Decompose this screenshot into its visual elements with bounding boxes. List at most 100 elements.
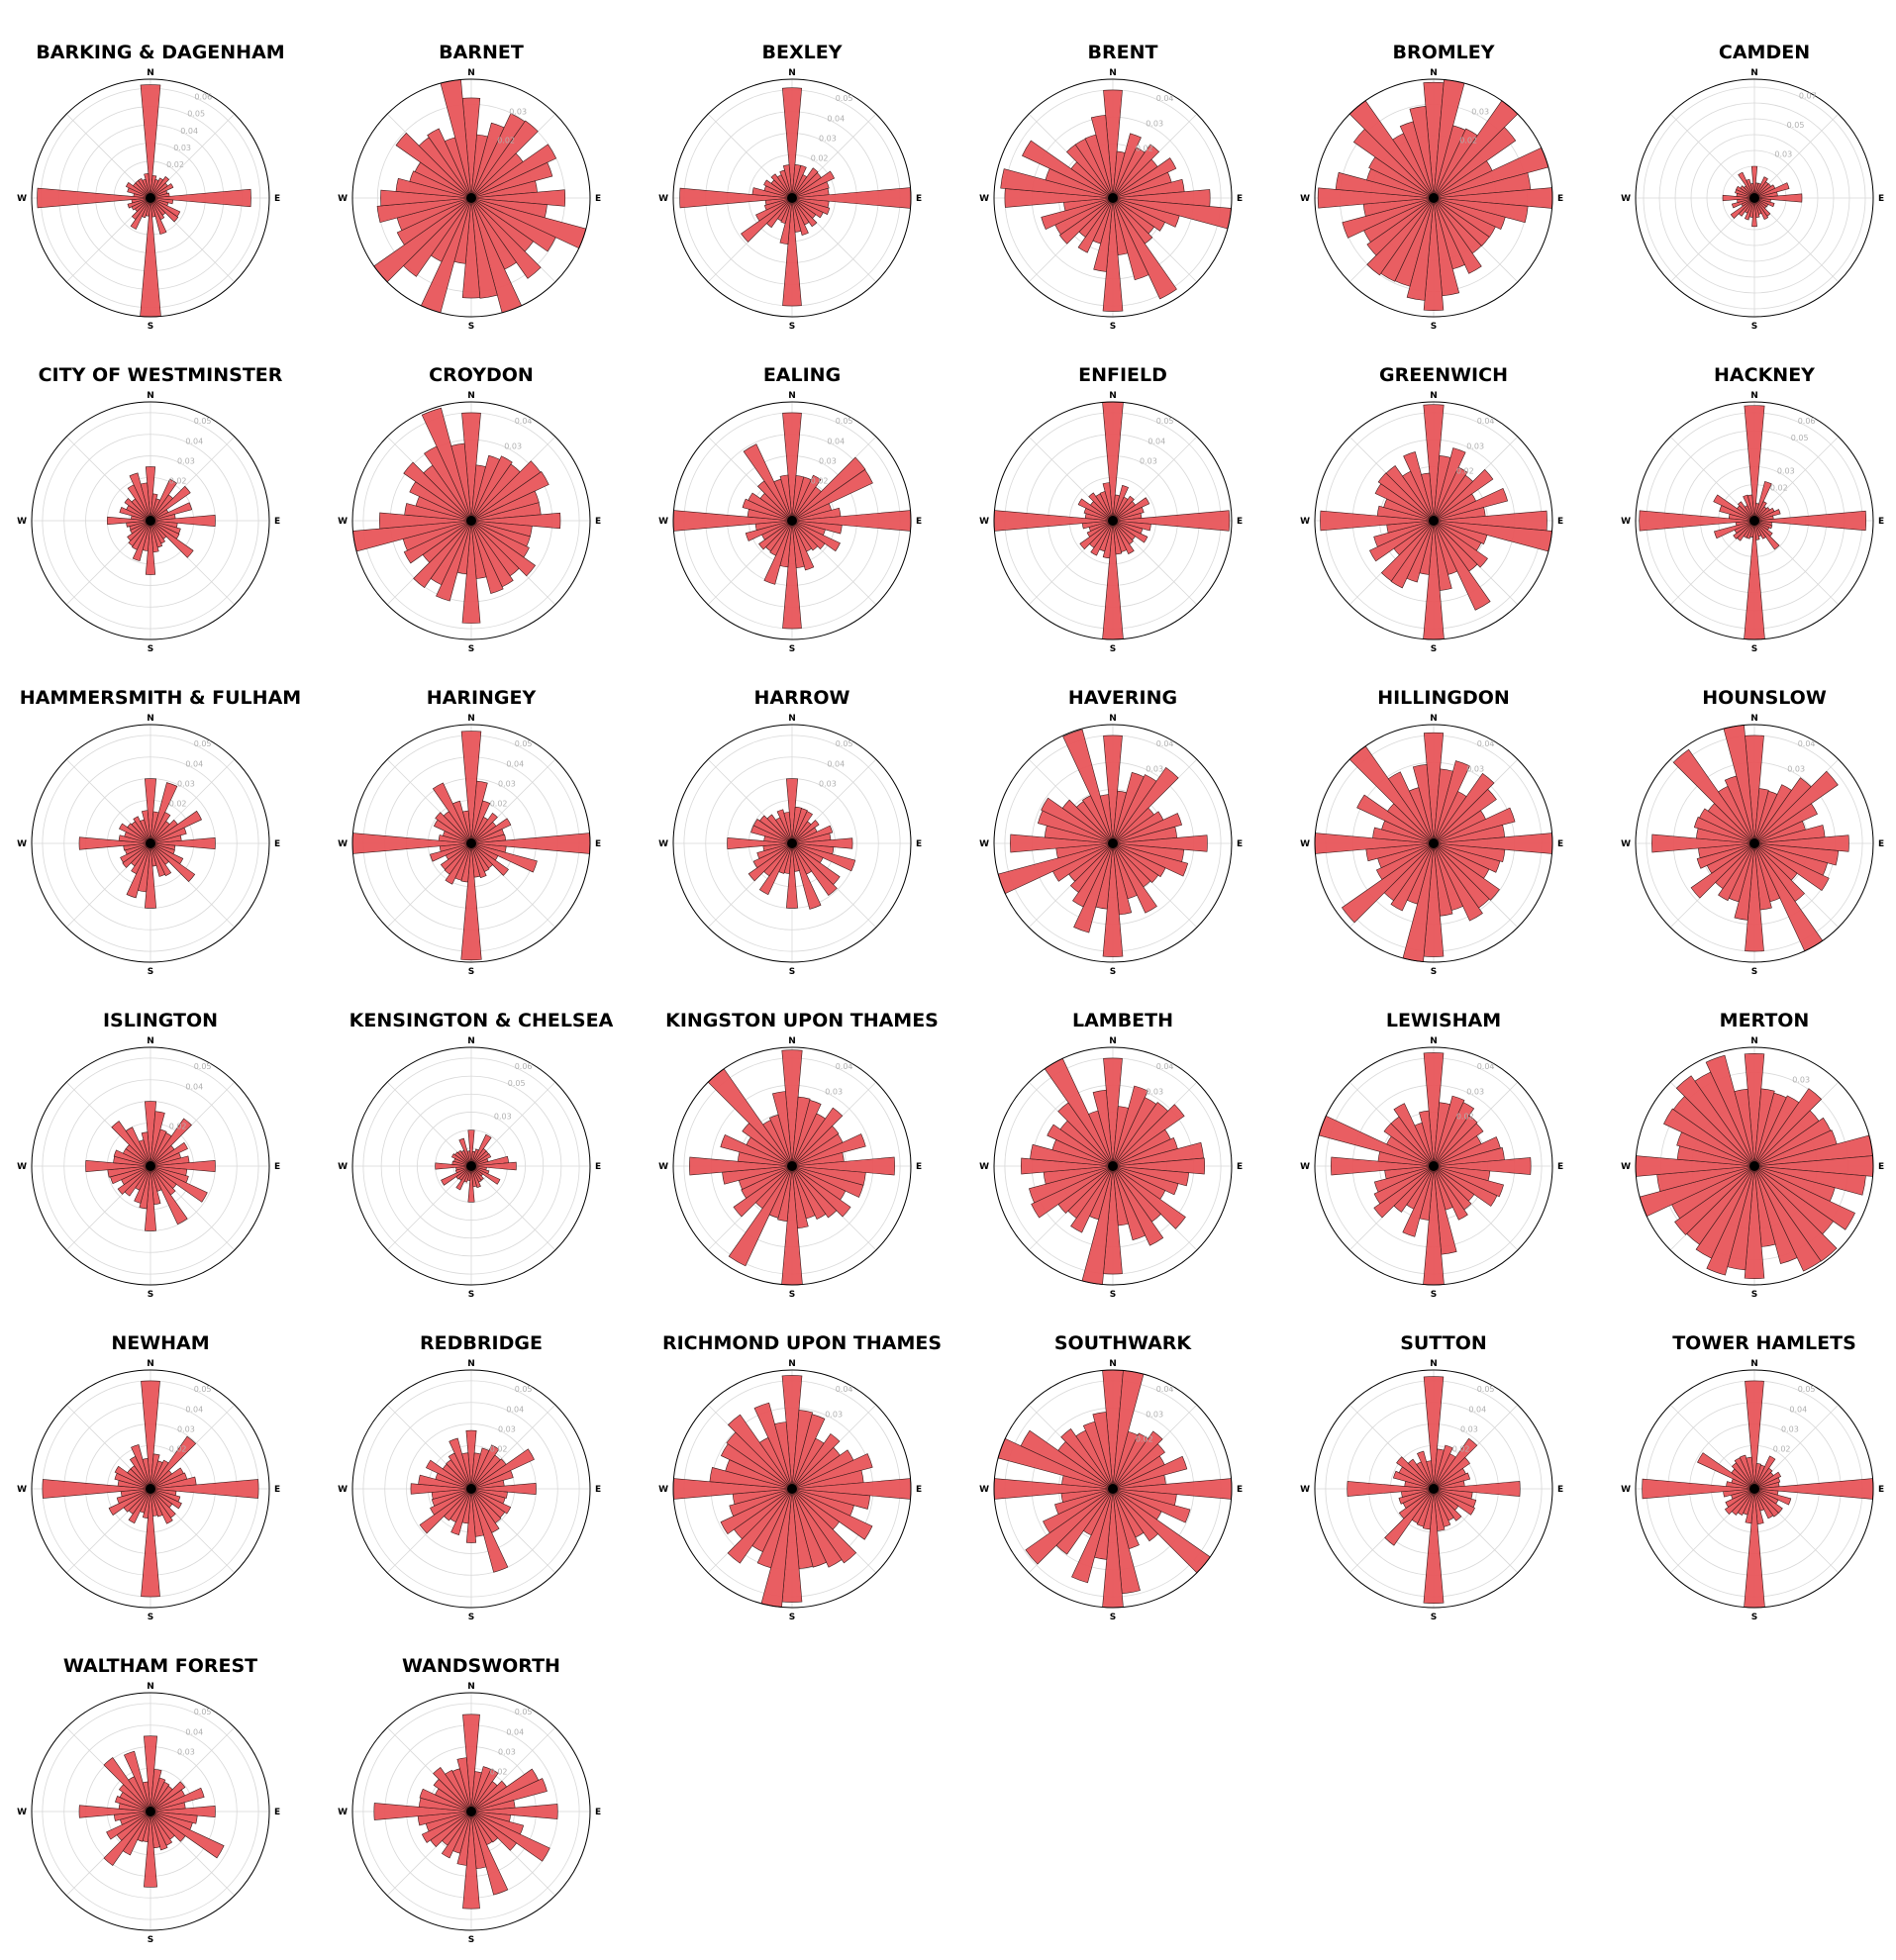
rose-plot: 0.02 0.03 0.04 0.05 N E S W	[338, 714, 601, 977]
panel-title: HAVERING	[1067, 687, 1178, 709]
outer-ring	[993, 78, 1233, 318]
direction-label: W	[17, 1485, 27, 1495]
outer-ring	[1314, 401, 1553, 640]
rose-bar	[1713, 494, 1755, 522]
rose-panel: CITY OF WESTMINSTER 0.02 0.03 0.04 0.05 N E S W	[0, 323, 321, 654]
rose-bar	[470, 842, 509, 876]
rose-bar	[1054, 1488, 1114, 1516]
rose-bar	[791, 520, 819, 551]
grid-ring	[380, 1075, 562, 1257]
rose-bar	[150, 502, 193, 522]
panel-title: TOWER HAMLETS	[1672, 1332, 1856, 1354]
rose-bar	[756, 842, 793, 859]
rose-plot: 0.02 0.03 0.04 0.05 N E S W	[1300, 1359, 1563, 1622]
rose-bar	[1753, 1467, 1773, 1490]
rose-bar	[150, 1479, 259, 1499]
panel-title: CROYDON	[429, 364, 534, 386]
rose-plot: 0.03 0.04 N E S W	[1621, 714, 1884, 977]
radial-tick-label: 0.05	[194, 1708, 212, 1716]
rose-bar	[470, 1811, 509, 1896]
rose-bar	[457, 1149, 472, 1167]
rose-bar	[78, 1805, 151, 1818]
rose-bar	[1112, 1085, 1148, 1167]
direction-label: E	[1237, 194, 1243, 204]
rose-plot: 0.02 0.03 0.05 0.06 N E S W	[1621, 391, 1884, 654]
rose-bar	[1722, 194, 1755, 202]
rose-bar	[37, 187, 151, 209]
rose-plot: 0.02 0.03 0.04 N E S W	[979, 68, 1243, 332]
direction-label: W	[979, 517, 989, 527]
rose-bar	[1384, 1488, 1435, 1546]
rose-bar	[743, 443, 793, 522]
rose-bar	[1433, 842, 1501, 873]
rose-bar	[461, 197, 481, 299]
rose-bar	[150, 1488, 163, 1518]
rose-bar	[1412, 763, 1435, 844]
direction-label: E	[1237, 1485, 1243, 1495]
outer-ring	[351, 1369, 591, 1609]
rose-panel: BARNET 0.02 0.03 N E S W	[321, 0, 642, 332]
rose-bar	[1433, 1456, 1471, 1490]
center-dot	[1108, 1484, 1118, 1494]
rose-bar	[144, 842, 157, 909]
center-dot	[1749, 516, 1759, 526]
grid-spoke	[470, 1165, 556, 1251]
rose-bar	[1724, 1488, 1755, 1516]
rose-panel: BROMLEY 0.02 0.03 N E S W	[1283, 0, 1604, 332]
panel-title: BRENT	[1087, 42, 1158, 63]
panel-title: WALTHAM FOREST	[62, 1655, 258, 1677]
rose-bar	[791, 170, 836, 199]
direction-label: E	[1878, 517, 1884, 527]
grid-ring	[362, 1380, 580, 1598]
direction-label: E	[1557, 1162, 1563, 1172]
direction-label: N	[467, 391, 475, 401]
outer-ring	[672, 1046, 912, 1286]
rose-panel: WANDSWORTH 0.02 0.03 0.04 0.05 N E S W	[321, 1614, 642, 1945]
outer-ring	[351, 1046, 591, 1286]
panel-title: RICHMOND UPON THAMES	[661, 1332, 943, 1354]
direction-label: E	[1557, 517, 1563, 527]
center-dot	[1429, 516, 1439, 526]
rose-bar	[144, 1735, 157, 1813]
rose-bar	[1753, 834, 1849, 852]
rose-bar	[781, 87, 803, 199]
rose-panel: REDBRIDGE 0.02 0.03 0.04 0.05 N E S W	[321, 1291, 642, 1622]
rose-bar	[1753, 197, 1769, 221]
rose-bar	[720, 1134, 793, 1167]
direction-label: W	[338, 517, 348, 527]
rose-bar	[124, 498, 151, 522]
direction-label: W	[658, 517, 668, 527]
radial-tick-label: 0.04	[836, 1385, 853, 1394]
radial-tick-label: 0.05	[187, 110, 205, 119]
rose-bar	[1695, 1165, 1755, 1259]
rose-bar	[129, 472, 151, 522]
radial-tick-label: 0.02	[1452, 1445, 1470, 1454]
rose-bar	[1433, 1437, 1478, 1490]
radial-tick-label: 0.03	[504, 441, 522, 450]
radial-tick-label: 0.02	[1770, 483, 1788, 492]
rose-bar	[1403, 451, 1435, 522]
outer-ring	[1635, 1369, 1874, 1609]
panel-title: LEWISHAM	[1385, 1010, 1502, 1031]
outer-ring	[1314, 78, 1553, 318]
rose-bar	[1102, 482, 1114, 522]
rose-bar	[378, 512, 472, 530]
grid-ring	[683, 735, 901, 952]
panel-title: BARNET	[439, 42, 524, 63]
radial-tick-label: 0.02	[169, 800, 187, 809]
grid-ring	[42, 735, 259, 952]
rose-bar	[1421, 472, 1435, 522]
rose-bar	[131, 1444, 151, 1490]
direction-label: N	[788, 68, 796, 78]
grid-ring	[705, 756, 879, 931]
rose-bar	[1753, 509, 1781, 522]
rose-bar	[1744, 405, 1765, 522]
rose-bar	[1753, 1165, 1798, 1265]
rose-bar	[465, 1429, 477, 1490]
grid-ring	[398, 1093, 545, 1239]
rose-bar	[1696, 842, 1755, 869]
rose-bar	[763, 179, 793, 199]
radial-tick-label: 0.03	[1146, 764, 1163, 773]
direction-label: N	[1430, 68, 1438, 78]
rose-bar	[791, 1488, 857, 1564]
